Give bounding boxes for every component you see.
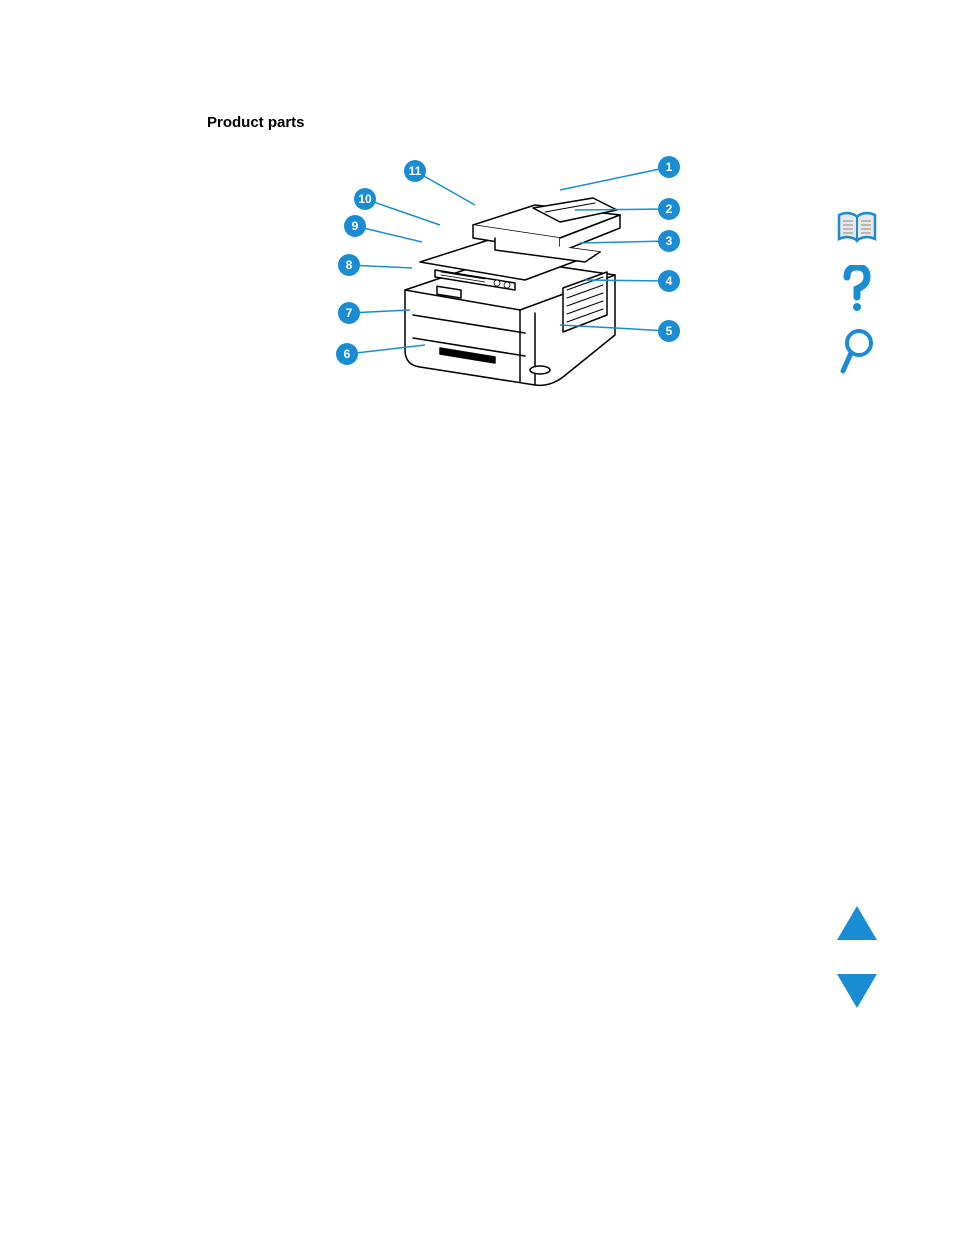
prev-page-button[interactable] — [835, 904, 879, 942]
contents-button[interactable] — [835, 205, 879, 249]
callout-1: 1 — [658, 156, 680, 178]
up-arrow-icon — [835, 904, 879, 942]
callout-9: 9 — [344, 215, 366, 237]
page-title: Product parts — [207, 114, 305, 131]
book-icon — [835, 209, 879, 245]
help-button[interactable] — [835, 267, 879, 311]
callout-6: 6 — [336, 343, 358, 365]
product-parts-diagram: 1 2 3 4 5 6 7 8 9 10 11 — [330, 150, 690, 410]
callout-10: 10 — [354, 188, 376, 210]
callout-5: 5 — [658, 320, 680, 342]
down-arrow-icon — [835, 972, 879, 1010]
sidebar-toolbar — [835, 205, 879, 373]
search-button[interactable] — [835, 329, 879, 373]
next-page-button[interactable] — [835, 972, 879, 1010]
callout-11: 11 — [404, 160, 426, 182]
page-nav — [835, 904, 879, 1010]
callout-3: 3 — [658, 230, 680, 252]
magnifier-icon — [837, 327, 877, 375]
callout-8: 8 — [338, 254, 360, 276]
printer-illustration — [385, 170, 645, 400]
question-icon — [839, 265, 875, 313]
callout-2: 2 — [658, 198, 680, 220]
callout-7: 7 — [338, 302, 360, 324]
callout-4: 4 — [658, 270, 680, 292]
